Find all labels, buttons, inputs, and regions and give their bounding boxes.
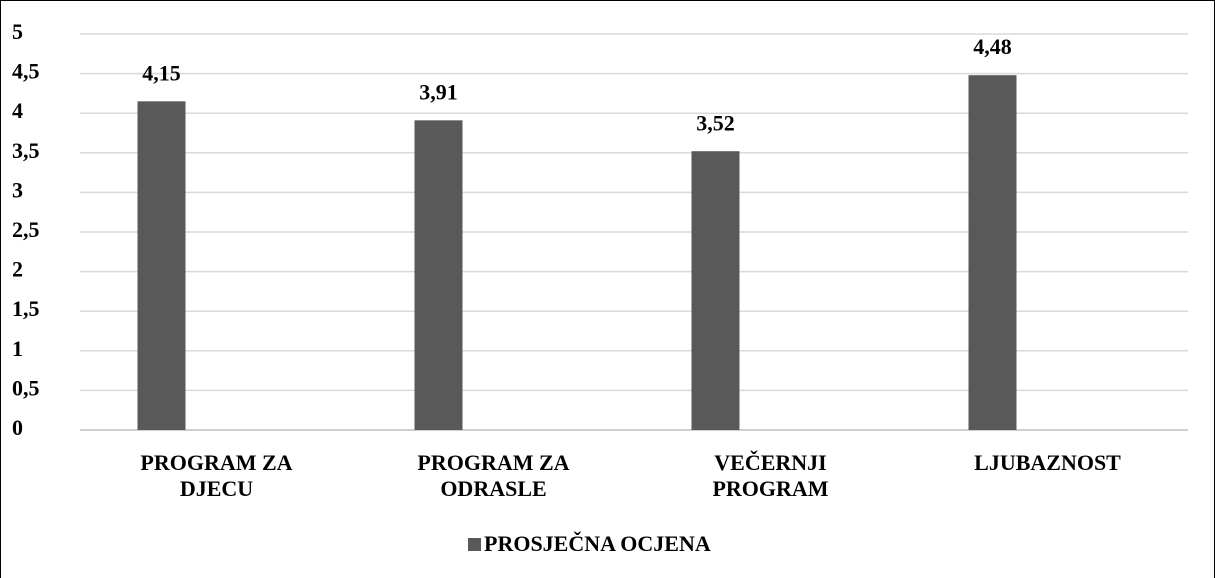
x-tick-label: PROGRAM ZA DJECU [140,450,293,501]
y-tick-label: 2,5 [12,217,40,242]
y-tick-label: 4 [12,98,23,123]
y-tick-label: 1 [12,336,23,361]
y-tick-label: 0 [12,415,23,440]
data-label: 4,48 [973,34,1012,59]
x-tick-label: PROGRAM ZA ODRASLE [417,450,570,501]
y-tick-label: 2 [12,257,23,282]
data-label: 4,15 [142,60,181,85]
data-label: 3,91 [419,79,458,104]
bar [691,151,740,430]
legend-swatch [468,538,481,551]
y-tick-label: 4,5 [12,59,40,84]
bar [968,75,1017,431]
data-label: 3,52 [696,110,735,135]
y-tick-label: 3 [12,177,23,202]
y-tick-label: 1,5 [12,296,40,321]
bar [137,101,186,430]
bar [414,120,463,430]
y-tick-label: 3,5 [12,138,40,163]
y-tick-label: 5 [12,19,23,44]
y-tick-label: 0,5 [12,375,40,400]
x-tick-label: LJUBAZNOST [974,450,1121,475]
x-tick-label: VEČERNJI PROGRAM [712,450,829,501]
legend-label: PROSJEČNA OCJENA [484,531,711,556]
